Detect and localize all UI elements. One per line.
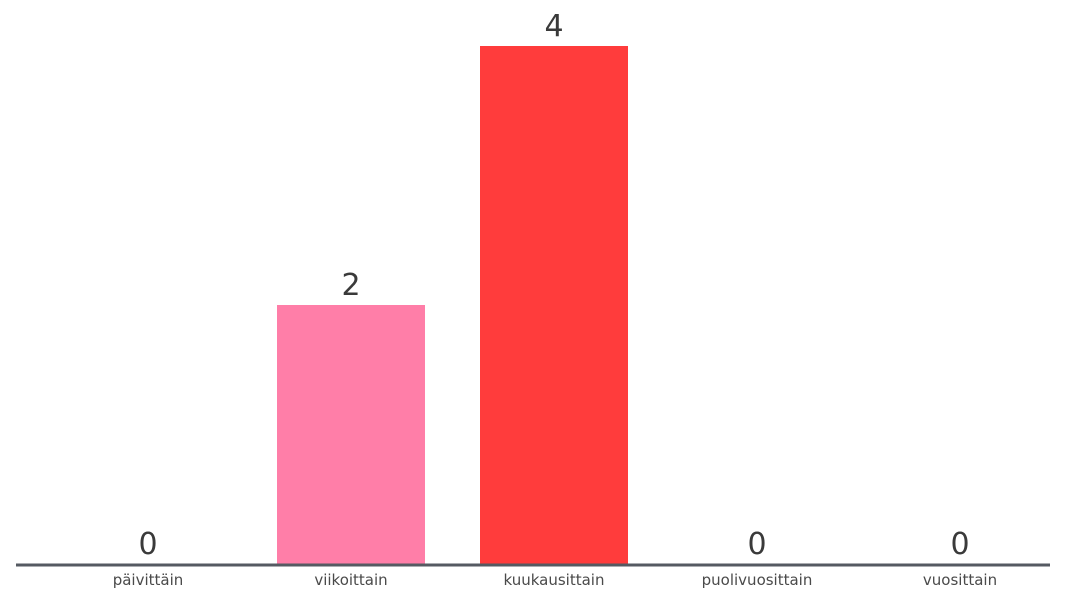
bars-group — [277, 46, 628, 564]
tick-labels-group: päivittäin viikoittain kuukausittain puoliv… — [113, 571, 997, 589]
value-label-category-4: 0 — [950, 527, 969, 562]
value-label-category-0: 0 — [138, 527, 157, 562]
bar-category-1 — [277, 305, 425, 564]
tick-label-category-3: puolivuosittain — [702, 571, 813, 589]
bar-category-2 — [480, 46, 628, 564]
value-label-category-1: 2 — [341, 268, 360, 303]
value-labels-group: 0 2 4 0 0 — [138, 9, 969, 562]
tick-label-category-4: vuosittain — [923, 571, 997, 589]
tick-label-category-0: päivittäin — [113, 571, 184, 589]
value-label-category-2: 4 — [544, 9, 563, 44]
tick-label-category-1: viikoittain — [314, 571, 387, 589]
tick-label-category-2: kuukausittain — [504, 571, 605, 589]
value-label-category-3: 0 — [747, 527, 766, 562]
